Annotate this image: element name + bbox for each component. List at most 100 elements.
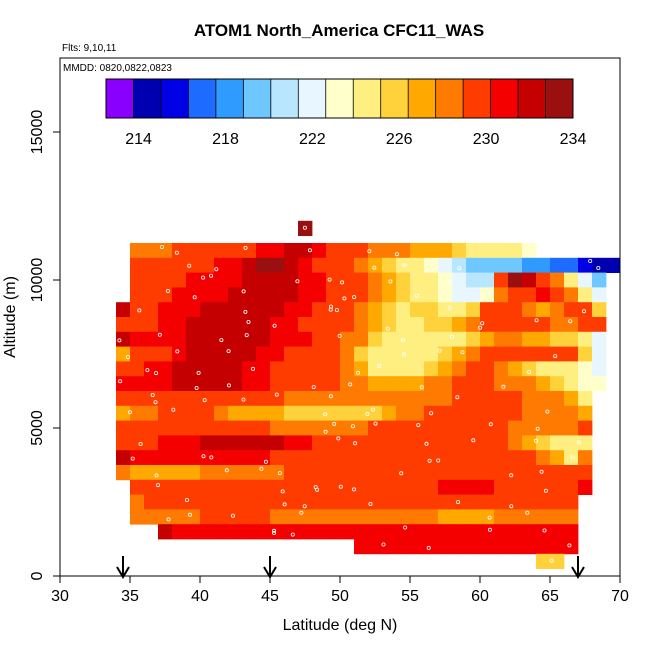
heatmap-cell [536,317,551,333]
heatmap-cell [200,465,215,481]
heatmap-cell [214,243,229,259]
heatmap-cell [116,346,131,362]
heatmap-cell [256,257,271,273]
heatmap-cell [550,450,565,466]
sample-marker [332,421,337,426]
heatmap-cell [466,317,481,333]
heatmap-cell [508,509,523,525]
heatmap-cell [130,465,145,481]
heatmap-cell [550,272,565,288]
heatmap-cell [186,243,201,259]
sample-marker [336,436,341,441]
heatmap-cell [144,479,159,495]
heatmap-cell [242,450,257,466]
heatmap-cell [466,376,481,392]
heatmap-cell [396,420,411,436]
sample-marker [338,484,343,489]
heatmap-cell [424,479,439,495]
heatmap-cell [312,509,327,525]
sample-marker [596,265,601,270]
heatmap-cell [130,391,145,407]
y-axis: 0 5000 10000 15000 [29,110,60,580]
heatmap-cell [116,317,131,333]
heatmap-cell [550,361,565,377]
heatmap-cell [130,361,145,377]
heatmap-cell [550,420,565,436]
down-arrow-icon [571,556,585,579]
heatmap-cell [508,361,523,377]
heatmap-cell [242,479,257,495]
heatmap-cell [172,509,187,525]
sample-marker [241,397,246,402]
heatmap-cell [340,435,355,451]
heatmap-cell [522,331,537,347]
heatmap-cell [382,435,397,451]
heatmap-cell [298,376,313,392]
heatmap-cell [522,302,537,318]
heatmap-cell [368,539,383,555]
heatmap-cell [522,317,537,333]
heatmap-cell [382,243,397,259]
heatmap-cell [256,361,271,377]
heatmap-cell [270,405,285,421]
heatmap-cell [410,405,425,421]
heatmap-cell [550,465,565,481]
heatmap-cell [312,272,327,288]
sample-marker [159,244,164,249]
heatmap-cell [410,420,425,436]
x-tick-label: 55 [401,588,419,605]
heatmap-cell [508,465,523,481]
heatmap-cell [298,420,313,436]
heatmap-cell [116,361,131,377]
heatmap-cell [144,509,159,525]
heatmap-cell [200,243,215,259]
heatmap-cell [466,331,481,347]
heatmap-cell [396,524,411,540]
heatmap-cell [354,376,369,392]
heatmap-cell [214,494,229,510]
heatmap-cell [522,524,537,540]
heatmap-cell [396,509,411,525]
heatmap-cell [438,494,453,510]
sample-marker [323,429,328,434]
heatmap-cell [410,317,425,333]
heatmap-cell [508,479,523,495]
heatmap-cell [326,391,341,407]
heatmap-cell [340,257,355,273]
heatmap-cell [354,435,369,451]
heatmap-cell [536,420,551,436]
heatmap-cell [382,317,397,333]
sample-marker [416,423,421,428]
heatmap-cell [340,391,355,407]
heatmap-cell [578,272,593,288]
colorbar-swatch [353,79,382,118]
heatmap-cell [480,494,495,510]
sample-marker [302,225,307,230]
heatmap-cell [354,539,369,555]
heatmap-cell [228,243,243,259]
heatmap-cell [494,391,509,407]
heatmap-cell [494,450,509,466]
heatmap-cell [116,331,131,347]
heatmap-cell [410,465,425,481]
colorbar-swatch [133,79,162,118]
heatmap-cell [172,346,187,362]
heatmap-cell [592,346,607,362]
heatmap-cell [158,302,173,318]
heatmap-cell [144,494,159,510]
heatmap-cell [144,435,159,451]
sample-marker [368,501,373,506]
sample-marker [457,266,462,271]
heatmap-cell [130,243,145,259]
heatmap-cell [340,420,355,436]
y-tick-label: 0 [29,571,46,580]
sample-marker [456,500,461,505]
heatmap-cell [172,524,187,540]
heatmap-cell [438,287,453,303]
sample-marker [171,407,176,412]
colorbar-tick-label: 214 [125,131,152,148]
heatmap-cell [438,420,453,436]
heatmap-cell [494,346,509,362]
heatmap-cell [508,450,523,466]
sample-marker [328,304,333,309]
